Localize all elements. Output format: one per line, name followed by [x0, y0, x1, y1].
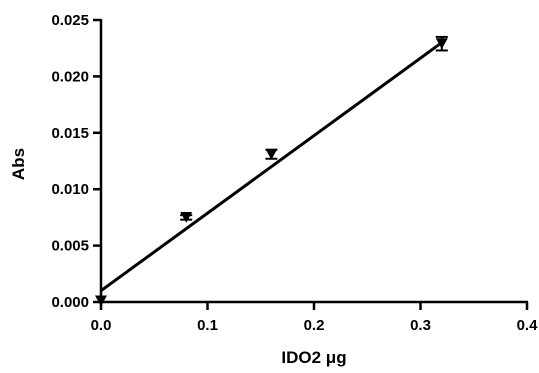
y-tick-label: 0.025 [51, 12, 89, 29]
x-tick-label: 0.1 [197, 317, 218, 334]
x-tick-label: 0.4 [517, 317, 539, 334]
x-tick-label: 0.0 [91, 317, 112, 334]
data-point [265, 148, 278, 160]
fit-line [100, 41, 443, 292]
data-point [435, 38, 448, 50]
x-tick-label: 0.3 [410, 317, 431, 334]
y-tick-label: 0.010 [51, 181, 89, 198]
y-tick-label: 0.015 [51, 125, 89, 142]
y-tick-label: 0.000 [51, 294, 89, 311]
x-tick-label: 0.2 [304, 317, 325, 334]
plot-area [95, 35, 448, 307]
x-axis-title: IDO2 μg [281, 348, 346, 367]
y-tick-label: 0.005 [51, 238, 89, 255]
y-tick-label: 0.020 [51, 68, 89, 85]
axes: 0.0 0.1 0.2 0.3 0.4 0.000 0.005 0.010 0.015 0.020… [51, 12, 538, 334]
data-point [180, 212, 193, 223]
y-axis-title: Abs [9, 148, 28, 180]
